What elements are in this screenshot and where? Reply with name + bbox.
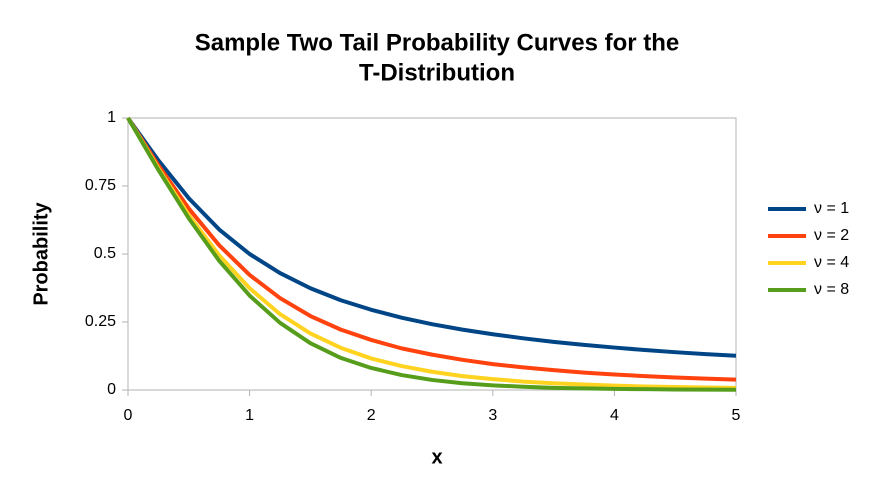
x-tick-label: 3 [488, 407, 497, 424]
chart-title: T-Distribution [359, 59, 515, 86]
line-series [126, 116, 737, 390]
legend-label: ν = 8 [814, 281, 849, 298]
line-series [126, 116, 737, 392]
legend-label: ν = 4 [814, 254, 849, 271]
y-tick-label: 0.25 [85, 313, 116, 330]
legend-label: ν = 2 [814, 227, 849, 244]
y-tick-label: 0 [107, 381, 116, 398]
x-axis-title: x [431, 446, 442, 468]
x-tick-label: 2 [367, 407, 376, 424]
chart-title: Sample Two Tail Probability Curves for t… [195, 29, 680, 56]
y-tick-label: 0.75 [85, 177, 116, 194]
legend-label: ν = 1 [814, 200, 849, 217]
line-series [126, 116, 737, 382]
line-series [126, 116, 737, 358]
y-axis-title: Probability [30, 201, 52, 305]
x-tick-label: 1 [245, 407, 254, 424]
y-tick-label: 1 [107, 109, 116, 126]
x-tick-label: 0 [124, 407, 133, 424]
y-tick-label: 0.5 [94, 245, 116, 262]
x-tick-label: 5 [732, 407, 741, 424]
x-tick-label: 4 [610, 407, 619, 424]
